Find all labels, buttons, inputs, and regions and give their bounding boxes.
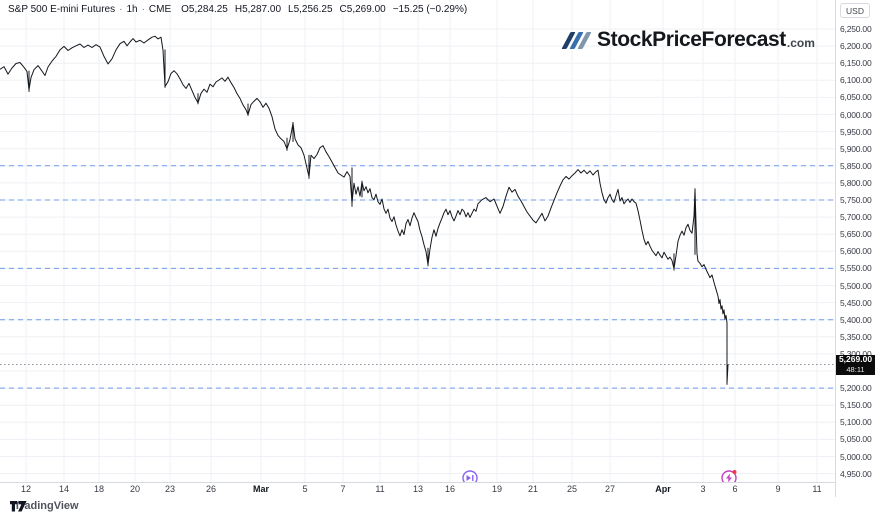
time-axis-label: Apr — [655, 484, 671, 494]
time-axis-label: 18 — [93, 484, 104, 494]
alert-dot — [732, 470, 737, 474]
price-axis-label: 5,150.00 — [840, 400, 872, 411]
timeline-event-markers[interactable] — [462, 470, 737, 486]
price-axis-label: 5,800.00 — [840, 177, 872, 188]
grid-lines — [0, 0, 835, 482]
event-flash-marker[interactable] — [721, 470, 737, 486]
price-axis-label: 5,200.00 — [840, 383, 872, 394]
time-axis-label: 16 — [444, 484, 455, 494]
price-series — [0, 35, 729, 385]
time-axis-label: 27 — [604, 484, 615, 494]
low-value: 5,256.25 — [293, 4, 333, 15]
tradingview-attribution[interactable]: TradingView — [10, 500, 79, 512]
price-axis-label: 6,150.00 — [840, 58, 872, 69]
price-axis-label: 5,700.00 — [840, 212, 872, 223]
bar-countdown: 48:11 — [846, 365, 865, 374]
price-axis-label: 5,750.00 — [840, 195, 872, 205]
time-axis-label: 23 — [164, 484, 175, 494]
time-axis-label: 3 — [700, 484, 706, 494]
last-price-badge: 5,269.00 48:11 — [836, 354, 875, 375]
time-axis-label: 14 — [58, 484, 69, 494]
tradingview-label: TradingView — [14, 500, 79, 512]
time-axis-label: 26 — [205, 484, 216, 494]
time-axis-label: 6 — [732, 484, 738, 494]
price-axis-label: 5,350.00 — [840, 331, 872, 342]
time-axis[interactable]: 12 14 18 20 23 26 Mar 5 7 11 13 16 19 21 25 27 Apr 3 6 9 11 — [0, 483, 835, 497]
open-value: 5,284.25 — [188, 4, 228, 15]
time-axis-label: 19 — [491, 484, 502, 494]
high-label: H — [234, 4, 243, 15]
price-axis-label: 6,250.00 — [840, 24, 872, 34]
price-axis-label: 5,400.00 — [840, 314, 872, 325]
price-axis-label: 4,950.00 — [840, 468, 872, 479]
dashed-support-resistance-lines — [0, 165, 835, 389]
time-axis-label: 7 — [340, 484, 346, 494]
axis-separators — [0, 0, 875, 497]
price-axis-label: 5,850.00 — [840, 160, 872, 171]
price-axis-label: 5,450.00 — [840, 297, 872, 308]
exchange: CME — [148, 4, 172, 15]
price-axis-label: 6,100.00 — [840, 75, 872, 86]
time-axis-label: 5 — [302, 484, 308, 494]
high-value: 5,287.00 — [242, 4, 282, 15]
price-axis-label: 5,050.00 — [840, 434, 872, 445]
timeframe[interactable]: 1h — [126, 4, 138, 15]
time-axis-label: 20 — [129, 484, 140, 494]
brand-name: StockPriceForecast — [597, 28, 786, 51]
time-axis-label: 13 — [412, 484, 423, 494]
last-price-value: 5,269.00 — [838, 354, 873, 364]
close-label: C — [339, 4, 347, 15]
brand-slashes-icon — [561, 32, 592, 49]
price-axis-label: 5,500.00 — [840, 280, 872, 291]
price-axis-label: 5,300.00 — [840, 349, 872, 359]
tradingview-logo-icon — [10, 501, 27, 512]
price-axis-label: 5,100.00 — [840, 417, 872, 428]
price-axis-label: 6,200.00 — [840, 41, 872, 52]
price-axis-label: 6,050.00 — [840, 92, 872, 103]
symbol-legend[interactable]: S&P 500 E-mini Futures · 1h · CME O5,284.25 H5… — [8, 4, 468, 15]
close-value: 5,269.00 — [346, 4, 386, 15]
currency-button[interactable]: USD — [840, 3, 870, 18]
time-axis-label: Mar — [252, 484, 269, 494]
brand-watermark: StockPriceForecast .com — [561, 28, 815, 51]
brand-tld: .com — [786, 36, 815, 50]
price-axis-label: 5,900.00 — [840, 143, 872, 154]
time-axis-label: 21 — [527, 484, 538, 494]
change-value: −15.25 (−0.29%) — [392, 4, 468, 15]
time-axis-label: 11 — [375, 484, 385, 494]
price-axis-label: 6,000.00 — [840, 109, 872, 120]
time-axis-label: 9 — [775, 484, 781, 494]
price-axis-label: 5,950.00 — [840, 126, 872, 137]
price-axis-label: 5,000.00 — [840, 451, 872, 462]
open-label: O — [181, 4, 189, 15]
price-axis[interactable]: 6,250.00 6,200.00 6,150.00 6,100.00 6,050.00… — [836, 0, 875, 497]
price-polyline — [0, 35, 729, 384]
low-label: L — [288, 4, 294, 15]
time-axis-label: 25 — [566, 484, 577, 494]
time-axis-label: 12 — [20, 484, 31, 494]
price-axis-label: 5,650.00 — [840, 229, 872, 240]
price-axis-label: 5,550.00 — [840, 263, 872, 274]
price-axis-label: 5,600.00 — [840, 246, 872, 257]
symbol-title[interactable]: S&P 500 E-mini Futures — [8, 4, 116, 15]
time-axis-label: 11 — [812, 484, 822, 494]
